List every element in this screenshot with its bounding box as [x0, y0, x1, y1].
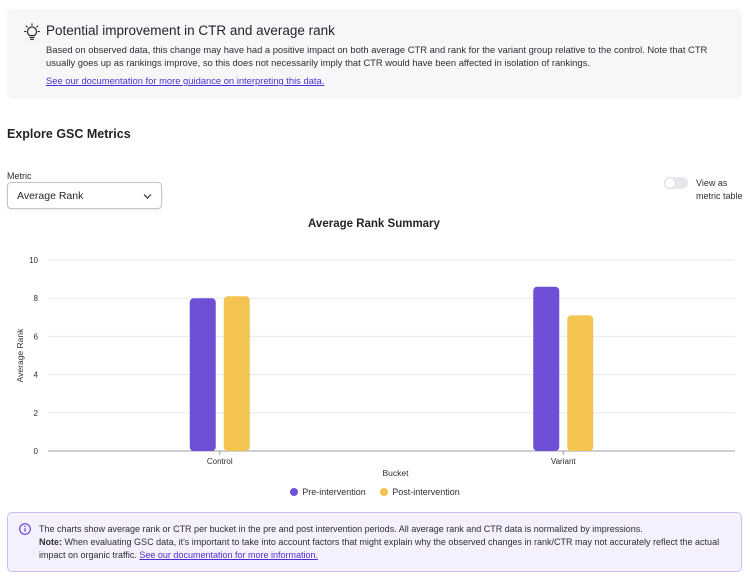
legend-label-pre: Pre-intervention	[302, 487, 366, 497]
metric-select[interactable]: Average Rank	[7, 182, 162, 209]
metric-select-value: Average Rank	[17, 190, 84, 202]
y-tick-label: 4	[34, 371, 39, 380]
note-docs-link[interactable]: See our documentation for more informati…	[139, 550, 318, 560]
insight-banner: Potential improvement in CTR and average…	[7, 9, 742, 99]
info-note: The charts show average rank or CTR per …	[7, 512, 742, 572]
bar-control-post	[223, 296, 250, 451]
bar-control-pre	[189, 298, 216, 451]
metric-label: Metric	[7, 171, 32, 181]
chevron-down-icon	[143, 194, 152, 199]
chart-title: Average Rank Summary	[308, 218, 440, 230]
x-tick-label: Control	[207, 457, 233, 466]
note-body: When evaluating GSC data, it's important…	[39, 537, 720, 560]
legend-item-pre[interactable]: Pre-intervention	[290, 487, 366, 497]
section-title: Explore GSC Metrics	[7, 127, 131, 141]
lightbulb-icon	[24, 23, 40, 41]
y-tick-label: 0	[34, 447, 39, 456]
insight-docs-link[interactable]: See our documentation for more guidance …	[46, 75, 325, 86]
y-tick-label: 6	[34, 332, 39, 341]
legend-item-post[interactable]: Post-intervention	[380, 487, 460, 497]
legend-label-post: Post-intervention	[392, 487, 460, 497]
x-tick-label: Variant	[551, 457, 577, 466]
insight-body: Based on observed data, this change may …	[46, 44, 708, 68]
insight-title: Potential improvement in CTR and average…	[46, 23, 335, 38]
metric-table-toggle[interactable]	[664, 177, 688, 189]
average-rank-chart: Average Rank Summary 0 2 4 6 8 10 Average Rank C…	[15, 218, 735, 478]
note-line-2: Note: When evaluating GSC data, it's imp…	[39, 536, 729, 562]
note-line-1: The charts show average rank or CTR per …	[39, 524, 643, 534]
y-axis-label: Average Rank	[15, 328, 25, 382]
chart-legend: Pre-intervention Post-intervention	[0, 487, 750, 497]
info-note-text: The charts show average rank or CTR per …	[39, 523, 729, 562]
bar-variant-post	[567, 315, 594, 451]
y-tick-label: 10	[29, 256, 38, 265]
legend-dot-post	[380, 488, 389, 496]
x-axis-label: Bucket	[383, 468, 410, 478]
note-label: Note:	[39, 537, 62, 547]
legend-dot-pre	[290, 488, 299, 496]
y-tick-label: 2	[34, 409, 39, 418]
toggle-knob	[665, 178, 675, 188]
y-tick-label: 8	[34, 294, 39, 303]
bar-variant-pre	[533, 286, 560, 451]
info-icon	[19, 523, 31, 535]
toggle-label: View as metric table	[696, 178, 743, 201]
